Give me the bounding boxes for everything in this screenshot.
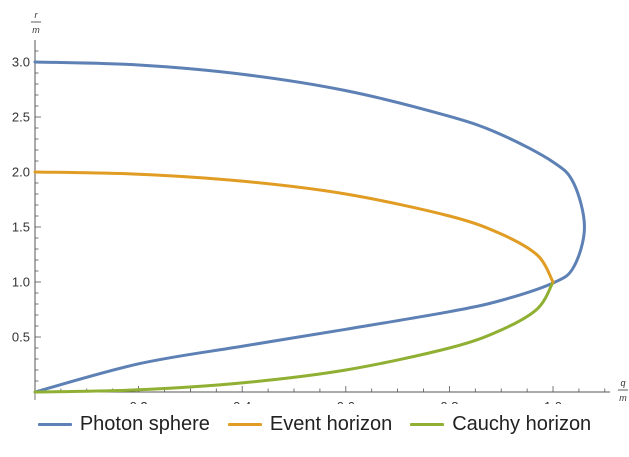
series-line-photon-sphere bbox=[33, 60, 586, 394]
legend-label-event-horizon: Event horizon bbox=[269, 412, 393, 435]
y-tick-label: 1.5 bbox=[12, 220, 30, 235]
x-tick-label: 1.0 bbox=[544, 399, 562, 404]
legend-swatch-event-horizon bbox=[227, 422, 262, 426]
y-axis-label-denominator: m bbox=[32, 25, 40, 35]
series-line-cauchy-horizon bbox=[33, 280, 555, 394]
x-axis-label-numerator: q bbox=[620, 378, 625, 388]
legend-swatch-photon-sphere bbox=[37, 422, 72, 426]
y-tick-label: 3.0 bbox=[12, 55, 30, 70]
legend-item-event-horizon: Event horizon bbox=[227, 412, 393, 436]
tick-marks bbox=[34, 50, 606, 400]
y-tick-label: 2.5 bbox=[12, 110, 30, 125]
x-tick-label: 0.8 bbox=[440, 399, 458, 404]
x-axis-label: q m bbox=[618, 378, 628, 403]
y-tick-label: 2.0 bbox=[12, 165, 30, 180]
y-axis-label: r m bbox=[31, 10, 41, 35]
legend-label-cauchy-horizon: Cauchy horizon bbox=[452, 412, 592, 435]
x-axis-label-denominator: m bbox=[619, 393, 627, 403]
legend-item-cauchy-horizon: Cauchy horizon bbox=[410, 413, 591, 436]
legend-item-photon-sphere: Photon sphere bbox=[37, 412, 210, 436]
series-layer bbox=[33, 60, 586, 394]
y-tick-label: 0.5 bbox=[12, 330, 30, 345]
chart-canvas: 0.2 0.4 0.6 0.8 1.0 0.5 1.0 1.5 2.0 2.5 3.0 r m q … bbox=[12, 10, 628, 405]
axes bbox=[34, 40, 610, 393]
legend-swatch-cauchy-horizon bbox=[410, 422, 445, 426]
x-tick-label: 0.4 bbox=[233, 399, 251, 404]
y-tick-label: 1.0 bbox=[12, 275, 30, 290]
x-tick-label: 0.6 bbox=[337, 399, 355, 404]
legend: Photon sphere Event horizon Cauchy horiz… bbox=[0, 404, 629, 444]
y-axis-label-numerator: r bbox=[35, 10, 39, 20]
tick-labels: 0.2 0.4 0.6 0.8 1.0 0.5 1.0 1.5 2.0 2.5 3.0 bbox=[12, 55, 562, 405]
x-tick-label: 0.2 bbox=[130, 399, 148, 404]
series-line-event-horizon bbox=[33, 170, 555, 284]
legend-label-photon-sphere: Photon sphere bbox=[79, 412, 210, 435]
